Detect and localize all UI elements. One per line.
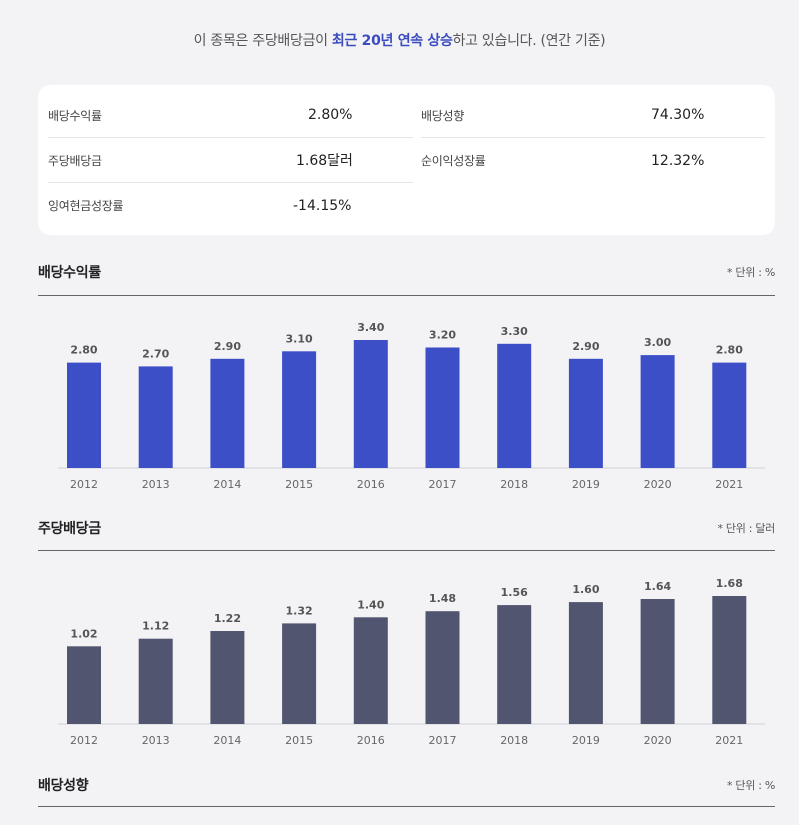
value-label-2020: 3.00 <box>644 336 671 349</box>
x-tick-label-2018: 2018 <box>500 734 528 747</box>
yield-bar-chart: 2.80 2012 2.70 2013 2.90 2014 3.10 2015 3.40 2016… <box>58 321 765 491</box>
value-label-2019: 2.90 <box>572 340 599 353</box>
x-tick-label-2019: 2019 <box>572 734 600 747</box>
x-tick-label-2019: 2019 <box>572 478 600 491</box>
summary-label: 배당성향 <box>421 108 464 123</box>
x-tick-label-2013: 2013 <box>142 734 170 747</box>
value-label-2019: 1.60 <box>572 583 599 596</box>
value-label-2016: 1.40 <box>357 598 384 611</box>
value-label-2012: 1.02 <box>70 627 97 640</box>
bar-2018[interactable] <box>497 343 532 468</box>
bar-2019[interactable] <box>568 358 603 468</box>
value-label-2018: 3.30 <box>501 325 528 338</box>
unit-label-dps: * 단위 : 달러 <box>717 522 776 535</box>
summary-net-income-growth: 순이익성장률 12.32% <box>421 138 765 183</box>
x-tick-label-2017: 2017 <box>429 734 457 747</box>
x-tick-label-2014: 2014 <box>213 478 241 491</box>
bar-2021[interactable] <box>712 362 747 468</box>
x-tick-label-2018: 2018 <box>500 478 528 491</box>
summary-value: 2.80% <box>308 107 353 123</box>
section-title-yield: 배당수익률 <box>38 265 101 281</box>
value-label-2014: 2.90 <box>214 340 241 353</box>
x-tick-label-2016: 2016 <box>357 478 385 491</box>
bar-2014[interactable] <box>210 358 245 468</box>
bar-2015[interactable] <box>282 623 317 724</box>
x-tick-label-2012: 2012 <box>70 478 98 491</box>
section-title-payout: 배당성향 <box>38 778 89 794</box>
headline-post: 하고 있습니다. (연간 기준) <box>452 33 606 49</box>
x-tick-label-2015: 2015 <box>285 734 313 747</box>
unit-label-yield: * 단위 : % <box>727 266 775 279</box>
value-label-2021: 1.68 <box>716 577 743 590</box>
summary-dividend-yield: 배당수익률 2.80% <box>48 93 413 138</box>
summary-value: -14.15% <box>293 197 352 214</box>
headline: 이 종목은 주당배당금이 최근 20년 연속 상승하고 있습니다. (연간 기준… <box>0 30 799 50</box>
x-tick-label-2012: 2012 <box>70 734 98 747</box>
summary-label: 순이익성장률 <box>421 154 486 168</box>
value-label-2016: 3.40 <box>357 321 384 334</box>
section-divider <box>38 806 775 807</box>
value-label-2017: 3.20 <box>429 329 456 342</box>
bar-2020[interactable] <box>640 599 675 724</box>
section-divider <box>38 550 775 551</box>
bar-2017[interactable] <box>425 611 460 724</box>
headline-highlight: 최근 20년 연속 상승 <box>331 33 453 49</box>
summary-label: 주당배당금 <box>48 153 102 168</box>
x-tick-label-2015: 2015 <box>285 478 313 491</box>
bar-2014[interactable] <box>210 631 245 724</box>
value-label-2013: 1.12 <box>142 620 169 633</box>
x-tick-label-2020: 2020 <box>644 734 672 747</box>
summary-payout-ratio: 배당성향 74.30% <box>421 93 765 138</box>
x-tick-label-2017: 2017 <box>429 478 457 491</box>
value-label-2020: 1.64 <box>644 580 671 593</box>
value-label-2012: 2.80 <box>70 344 97 357</box>
bar-2020[interactable] <box>640 355 675 468</box>
bar-2013[interactable] <box>138 638 173 724</box>
section-divider <box>38 295 775 296</box>
summary-label: 배당수익률 <box>48 108 102 123</box>
bar-2016[interactable] <box>353 617 388 724</box>
x-tick-label-2013: 2013 <box>142 478 170 491</box>
bar-2015[interactable] <box>282 351 317 468</box>
value-label-2021: 2.80 <box>716 344 743 357</box>
value-label-2014: 1.22 <box>214 612 241 625</box>
x-tick-label-2021: 2021 <box>715 734 743 747</box>
bar-2017[interactable] <box>425 347 460 469</box>
summary-value: 12.32% <box>651 152 705 169</box>
bar-2018[interactable] <box>497 605 532 724</box>
x-tick-label-2014: 2014 <box>213 734 241 747</box>
value-label-2015: 1.32 <box>286 604 313 617</box>
summary-value: 74.30% <box>651 107 705 123</box>
summary-label: 잉여현금성장률 <box>48 199 124 213</box>
value-label-2018: 1.56 <box>501 586 528 599</box>
x-tick-label-2021: 2021 <box>715 478 743 491</box>
section-title-dps: 주당배당금 <box>38 521 101 537</box>
value-label-2013: 2.70 <box>142 347 169 360</box>
bar-2012[interactable] <box>67 362 101 468</box>
bar-2016[interactable] <box>353 340 388 468</box>
headline-pre: 이 종목은 주당배당금이 <box>193 33 332 49</box>
unit-label-payout: * 단위 : % <box>727 779 775 792</box>
x-tick-label-2016: 2016 <box>357 734 385 747</box>
bar-2012[interactable] <box>67 646 101 724</box>
value-label-2015: 3.10 <box>286 332 313 345</box>
bar-2021[interactable] <box>712 596 747 724</box>
summary-dps: 주당배당금 1.68달러 <box>48 138 413 183</box>
bar-2013[interactable] <box>138 366 173 468</box>
bar-2019[interactable] <box>568 602 603 724</box>
summary-card: 배당수익률 2.80% 배당성향 74.30% 주당배당금 1.68달러 순이익… <box>38 85 775 235</box>
summary-fcf-growth: 잉여현금성장률 -14.15% <box>48 183 413 228</box>
x-tick-label-2020: 2020 <box>644 478 672 491</box>
summary-value: 1.68달러 <box>296 153 353 169</box>
dps-bar-chart: 1.02 2012 1.12 2013 1.22 2014 1.32 2015 1.40 2016… <box>58 577 765 747</box>
value-label-2017: 1.48 <box>429 592 456 605</box>
